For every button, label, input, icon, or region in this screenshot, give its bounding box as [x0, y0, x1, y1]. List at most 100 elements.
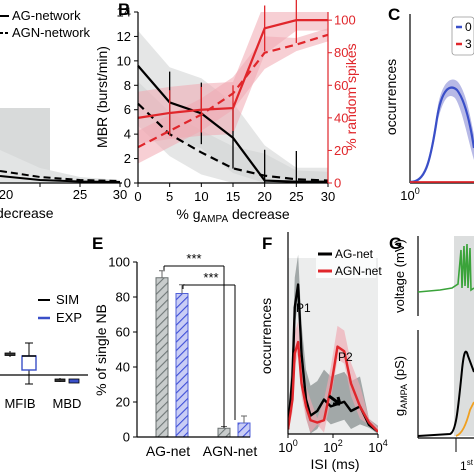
panel-a: 20 25 30 decrease AG-network AGN-network — [0, 8, 127, 221]
panel-c-x-tick-label: 100 — [400, 186, 419, 203]
box-mfib-sim — [4, 351, 16, 357]
panel-g-conductance-trace — [417, 350, 474, 437]
panel-e-bar — [155, 277, 169, 438]
panel-c: C occurrences 100 0 3 — [383, 5, 474, 203]
panel-b-y-tick-label-right: 60 — [334, 78, 348, 93]
panel-e-y-tick-label: 60 — [116, 325, 130, 340]
significance-label: *** — [203, 270, 218, 285]
panel-e: E 0 20 40 60 80 100 % of single NB *** *** AG… — [92, 234, 257, 459]
panel-b-y-tick-label-right: 40 — [334, 110, 348, 125]
panel-b-y-tick-label-right: 0 — [334, 176, 341, 191]
panel-b-y-tick-label: 6 — [124, 102, 131, 117]
panel-b-lines — [137, 0, 329, 183]
panel-c-band — [410, 79, 474, 182]
panel-f-x-label: ISI (ms) — [311, 456, 360, 472]
panel-f-x-tick-label: 104 — [368, 438, 387, 455]
peak-label-p2: P2 — [338, 350, 353, 364]
panel-f-curves — [288, 254, 378, 434]
panel-g-voltage-label: voltage (mV) — [392, 239, 407, 313]
panel-g-voltage-trace — [417, 243, 474, 293]
panel-b-y-label: MBR (burst/min) — [94, 46, 110, 148]
panel-e-bar — [217, 427, 231, 438]
legend-label-agn-network: AGN-network — [12, 25, 91, 40]
panel-e-y-tick-label: 40 — [116, 360, 130, 375]
panel-d: SIM EXP MFIB MBD — [0, 292, 88, 411]
panel-c-series — [409, 86, 474, 184]
panel-c-legend-label: 3 — [465, 37, 472, 51]
panel-b-y-tick-label: 2 — [124, 151, 131, 166]
panel-letter-g: G — [389, 234, 402, 253]
panel-f: F 100 102 104 occurrences ISI (ms) P1 P2 A… — [258, 232, 388, 472]
panel-g: G voltage (mV) gAMPA (pS) 1st — [389, 234, 474, 473]
panel-b-x-tick-label: 30 — [321, 189, 335, 204]
panel-e-bar — [237, 422, 251, 438]
panel-e-bar — [175, 293, 189, 438]
panel-e-y-tick-label: 20 — [116, 395, 130, 410]
legend-label-ag-net: AG-net — [335, 247, 374, 261]
peak-label-p1: P1 — [296, 301, 311, 315]
legend-label-ag-network: AG-network — [12, 8, 81, 23]
panel-letter-f: F — [262, 234, 272, 253]
box-mbd-exp — [68, 378, 80, 384]
panel-letter-b: B — [118, 0, 130, 19]
panel-a-x-label: decrease — [0, 205, 54, 221]
panel-g-x-tick-fragment: 1st — [460, 458, 474, 473]
panel-b-x-tick-label: 5 — [166, 189, 173, 204]
legend-label-exp: EXP — [56, 310, 82, 325]
panel-a-series-agn — [0, 170, 121, 182]
panel-f-series-line — [288, 283, 378, 433]
legend-label-agn-net: AGN-net — [335, 264, 382, 278]
panel-letter-c: C — [388, 5, 400, 24]
panel-g-shade — [454, 236, 474, 436]
box-mbd-sim — [54, 378, 66, 382]
panel-b-series-line — [137, 19, 328, 119]
panel-a-band-tail — [0, 150, 120, 183]
panel-a-series-ag — [0, 175, 121, 183]
panel-e-y-tick-label: 100 — [108, 255, 130, 270]
panel-a-tick-label: 25 — [73, 187, 87, 202]
panel-f-ticks: 100 102 104 — [278, 434, 388, 455]
panel-f-x-tick-label: 100 — [278, 438, 297, 455]
panel-b-y-tick-label-right: 100 — [334, 13, 356, 28]
legend-label-sim: SIM — [56, 292, 79, 307]
panel-b-band — [138, 81, 328, 183]
panel-g-conductance-label: gAMPA (pS) — [392, 356, 409, 416]
panel-b-y-label-right: % random spikes — [343, 43, 359, 150]
panel-d-category-label: MBD — [53, 396, 82, 411]
panel-b-series-line — [137, 33, 329, 149]
panel-f-y-label: occurrences — [258, 298, 274, 374]
panel-b-x-label: % gAMPA decrease — [176, 206, 289, 225]
panel-f-x-tick-label: 102 — [323, 438, 342, 455]
panel-d-category-label: MFIB — [4, 396, 35, 411]
significance-label: *** — [186, 251, 201, 266]
panel-c-legend-label: 0 — [465, 20, 472, 34]
panel-b-x-tick-label: 0 — [134, 189, 141, 204]
panel-letter-e: E — [92, 234, 103, 253]
panel-b-y-tick-label: 10 — [117, 53, 131, 68]
panel-g-conductance-trace-orange — [455, 401, 474, 437]
panel-f-series-line — [288, 340, 378, 433]
panel-e-ticks: 0 20 40 60 80 100 — [108, 255, 137, 445]
panel-e-y-label: % of single NB — [93, 304, 109, 396]
panel-e-y-tick-label: 0 — [123, 430, 130, 445]
panel-b-x-tick-label: 25 — [289, 189, 303, 204]
panel-a-tick-label: 20 — [0, 187, 13, 202]
panel-e-bars — [155, 270, 251, 438]
panel-b-y-tick-label-right: 20 — [334, 143, 348, 158]
panel-c-y-label: occurrences — [383, 59, 399, 135]
panel-b-x-tick-label: 10 — [194, 189, 208, 204]
panel-b-y-tick-label: 4 — [124, 127, 131, 142]
arrow-icon — [328, 394, 342, 406]
panel-a-tick-label: 30 — [113, 187, 127, 202]
panel-b-y-tick-label: 14 — [117, 5, 131, 20]
panel-b-y-tick-label: 0 — [124, 176, 131, 191]
panel-e-y-tick-label: 80 — [116, 290, 130, 305]
panel-b-x-tick-label: 15 — [226, 189, 240, 204]
panel-b-x-tick-label: 20 — [257, 189, 271, 204]
panel-e-category-label: AG-net — [146, 443, 190, 459]
panel-b-y-tick-label: 12 — [117, 29, 131, 44]
panel-e-category-label: AGN-net — [203, 443, 258, 459]
